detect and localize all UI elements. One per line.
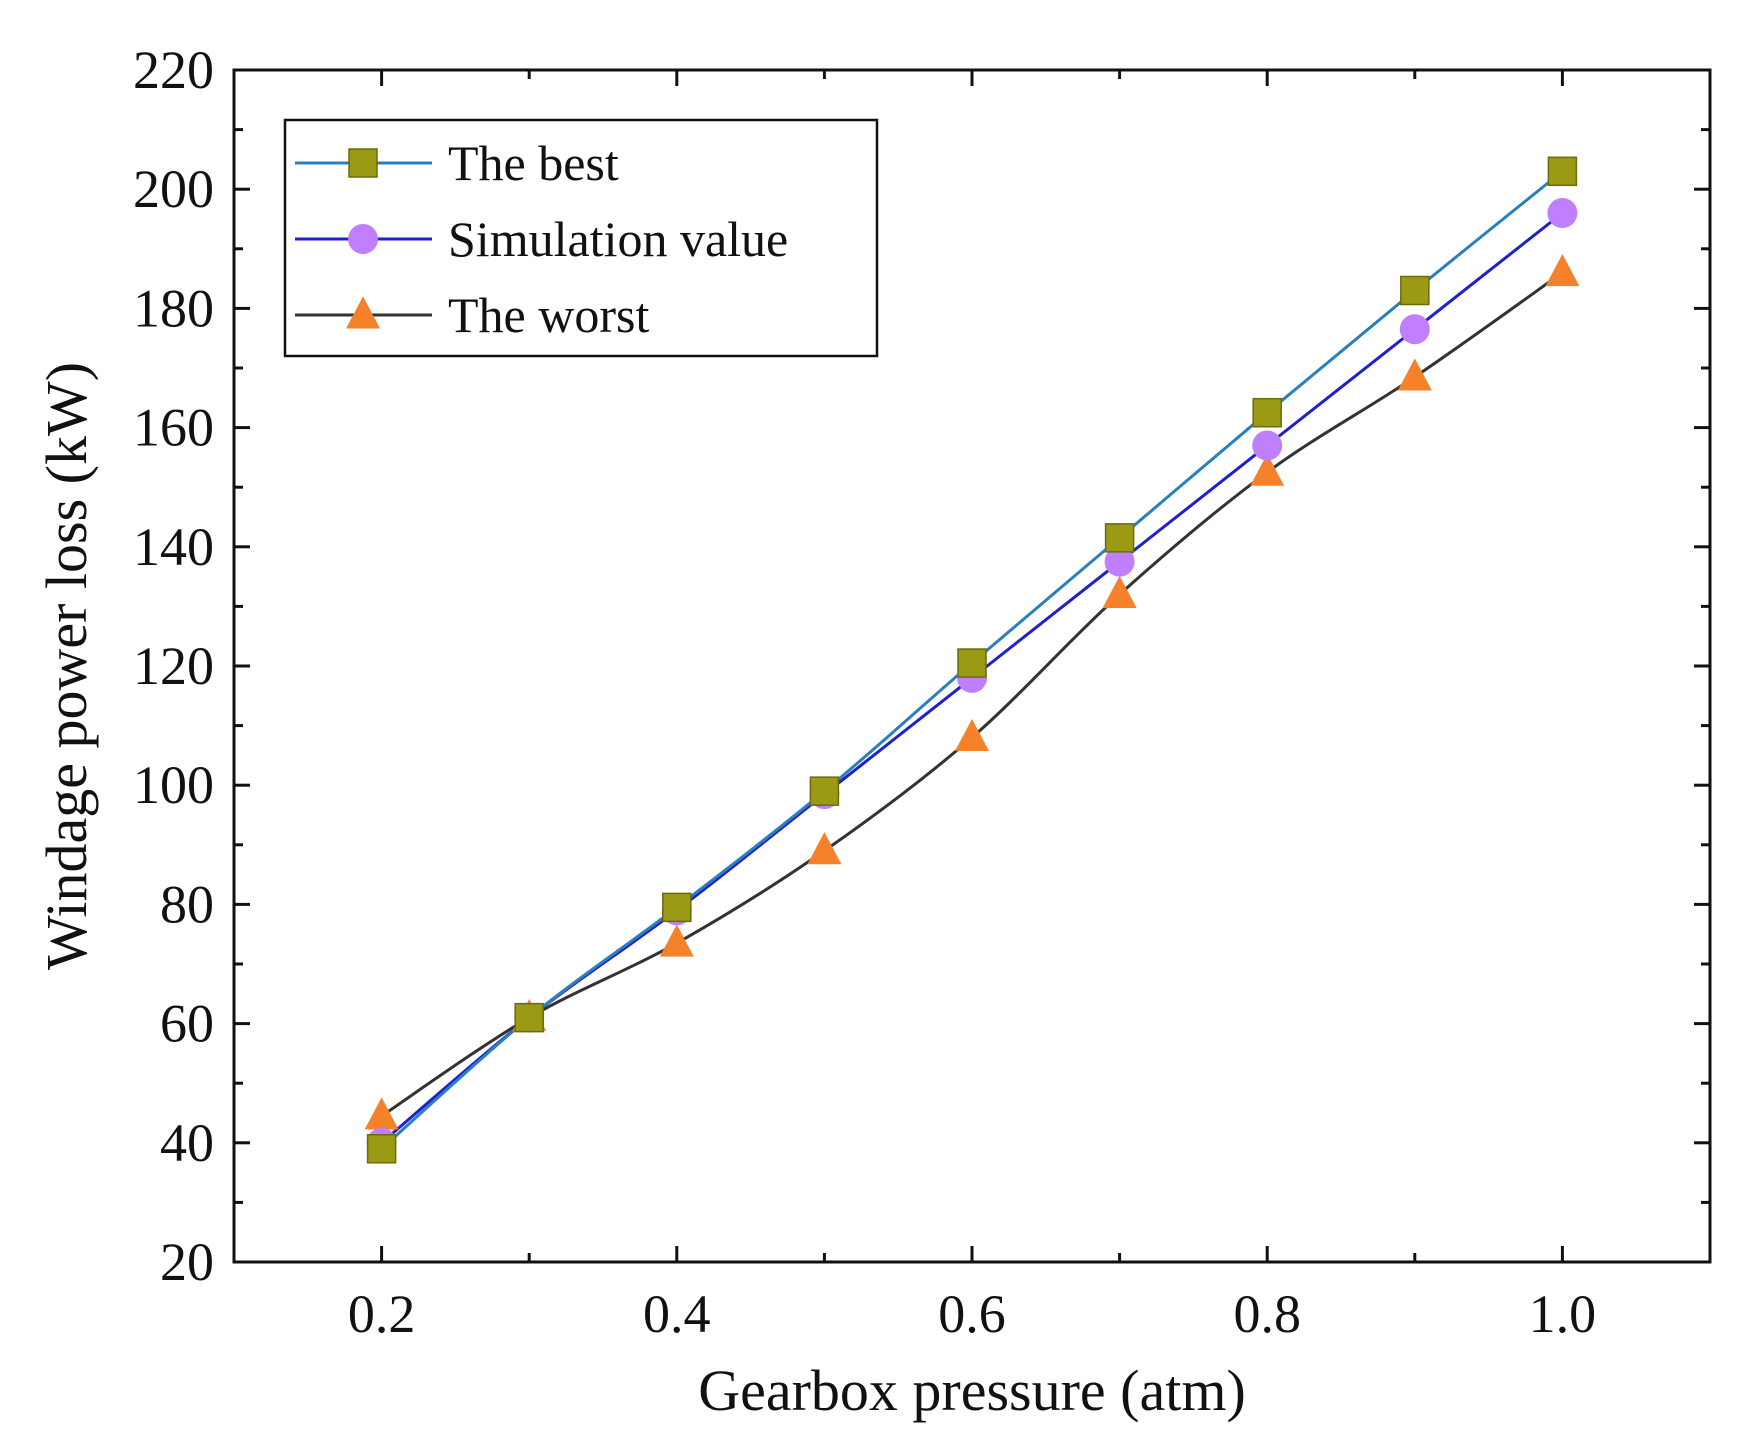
y-axis-title: Windage power loss (kW)	[34, 362, 99, 970]
legend-symbol-the-worst	[346, 296, 380, 329]
y-tick-label: 140	[133, 517, 214, 577]
data-point-the-best	[662, 892, 692, 923]
legend-symbol-simulation-value	[348, 224, 378, 254]
data-point-the-best	[1400, 275, 1430, 306]
data-point-simulation-value	[1104, 546, 1135, 577]
y-tick-label: 60	[160, 994, 214, 1054]
y-tick-label: 220	[133, 40, 214, 100]
data-point-the-best	[1547, 156, 1578, 187]
series-layer	[364, 156, 1580, 1164]
y-tick-label: 100	[133, 755, 214, 815]
series-markers	[364, 156, 1580, 1164]
data-point-the-best	[1252, 397, 1282, 428]
legend-marker-the-best	[348, 148, 378, 178]
data-point-the-worst	[1250, 453, 1285, 486]
y-tick-label: 120	[133, 636, 214, 696]
legend-marker-simulation-value	[348, 224, 378, 254]
legend-label-the-best: The best	[448, 135, 619, 191]
data-point-the-best	[809, 776, 840, 806]
ticks-layer	[234, 68, 1712, 1264]
legend-entry-the-worst: The worst	[295, 287, 649, 343]
data-point-the-worst	[1102, 575, 1137, 608]
data-point-simulation-value	[1252, 430, 1283, 461]
legend: The best Simulation value The worst	[283, 118, 879, 358]
data-point-the-worst	[955, 718, 989, 752]
x-tick-label: 0.8	[1233, 1284, 1301, 1344]
data-point-the-best	[1104, 523, 1135, 553]
y-tick-label: 180	[133, 278, 214, 338]
data-point-the-worst	[659, 924, 694, 957]
x-tick-label: 0.2	[348, 1284, 416, 1344]
tick-labels-layer: 20 40 60 80 100 120 140 160 180 200 220 0.2 0.4 0.6 0.…	[133, 40, 1596, 1344]
x-tick-label: 0.6	[938, 1284, 1006, 1344]
data-point-simulation-value	[1399, 314, 1430, 345]
legend-label-simulation-value: Simulation value	[448, 211, 788, 267]
data-point-the-worst	[1545, 254, 1580, 287]
legend-entry-the-best: The best	[295, 135, 619, 191]
y-tick-label: 80	[160, 874, 214, 934]
legend-marker-the-worst	[346, 296, 380, 329]
y-tick-label: 20	[160, 1232, 214, 1292]
data-point-simulation-value	[1547, 198, 1578, 229]
data-point-the-best	[366, 1134, 397, 1164]
y-tick-label: 160	[133, 398, 214, 458]
data-point-the-worst	[1397, 358, 1432, 391]
y-tick-label: 200	[133, 159, 214, 219]
x-axis-title: Gearbox pressure (atm)	[698, 1358, 1246, 1423]
data-point-the-best	[514, 1002, 544, 1033]
data-point-the-worst	[364, 1097, 399, 1130]
legend-entry-simulation-value: Simulation value	[295, 211, 788, 267]
data-point-the-best	[957, 648, 987, 678]
data-point-the-worst	[807, 832, 842, 865]
legend-label-the-worst: The worst	[448, 287, 649, 343]
series-markers-the-best	[366, 156, 1578, 1164]
legend-symbol-the-best	[348, 148, 378, 178]
y-tick-label: 40	[160, 1113, 214, 1173]
x-tick-label: 0.4	[643, 1284, 711, 1344]
x-tick-label: 1.0	[1529, 1284, 1597, 1344]
series-line-the-worst	[380, 271, 1564, 1118]
